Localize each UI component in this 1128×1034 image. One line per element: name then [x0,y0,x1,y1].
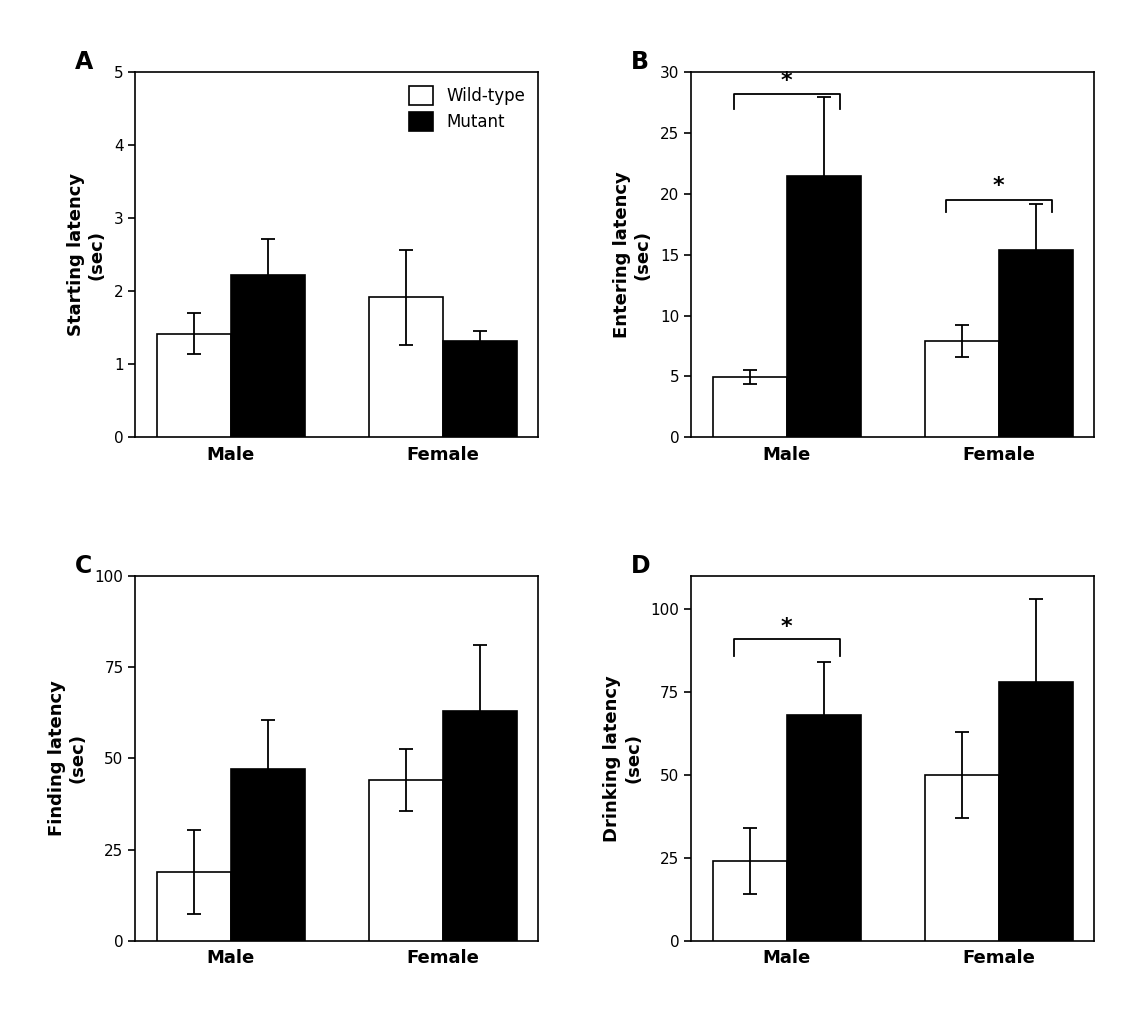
Bar [369,781,443,941]
Bar [713,377,786,437]
Text: C: C [74,554,92,578]
Bar [998,682,1073,941]
Text: D: D [631,554,651,578]
Bar [231,275,305,437]
Bar [713,861,786,941]
Bar [231,769,305,941]
Text: *: * [993,177,1005,196]
Bar [369,297,443,437]
Text: A: A [74,51,94,74]
Bar [925,341,998,437]
Bar [443,341,517,437]
Bar [786,716,861,941]
Y-axis label: Starting latency
(sec): Starting latency (sec) [67,174,106,336]
Bar [925,776,998,941]
Text: *: * [781,70,793,91]
Bar [157,872,231,941]
Y-axis label: Finding latency
(sec): Finding latency (sec) [47,680,87,837]
Text: B: B [631,51,649,74]
Bar [443,711,517,941]
Bar [998,250,1073,437]
Legend: Wild-type, Mutant: Wild-type, Mutant [404,81,530,135]
Bar [157,334,231,437]
Bar [786,176,861,437]
Y-axis label: Drinking latency
(sec): Drinking latency (sec) [603,675,642,842]
Y-axis label: Entering latency
(sec): Entering latency (sec) [613,172,652,338]
Text: *: * [781,617,793,637]
